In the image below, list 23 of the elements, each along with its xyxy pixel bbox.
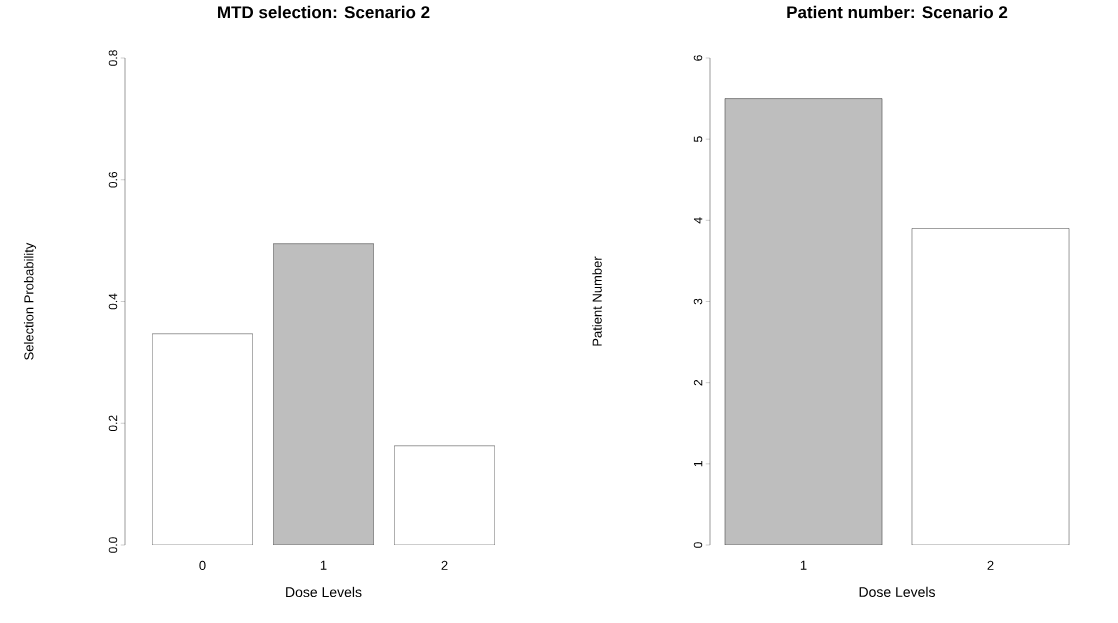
y-tick-label: 0.0 <box>108 537 118 553</box>
y-tick-label: 6 <box>693 55 703 61</box>
y-axis-title: Patient Number <box>592 256 602 346</box>
x-axis-title: Dose Levels <box>859 586 935 597</box>
y-tick-label: 0.4 <box>108 293 118 310</box>
x-tick-label: 1 <box>320 560 327 570</box>
y-tick-label: 0.6 <box>108 171 118 188</box>
x-axis-title: Dose Levels <box>286 586 362 598</box>
y-axis-title: Selection Probability <box>23 242 37 360</box>
y-tick-label: 1 <box>693 461 703 467</box>
y-tick-label: 4 <box>693 217 703 224</box>
x-tick-label: 0 <box>199 560 206 570</box>
chart-title: MTD selection: Scenario 2 <box>218 5 430 19</box>
chart-title: Patient number: Scenario 2 <box>787 5 1008 19</box>
x-tick-label: 1 <box>800 560 807 570</box>
y-tick-label: 0 <box>693 542 703 548</box>
x-tick-label: 2 <box>441 560 448 570</box>
y-tick-label: 2 <box>693 379 703 386</box>
x-tick-label: 2 <box>987 560 994 570</box>
y-tick-label: 5 <box>693 136 703 143</box>
y-tick-label: 0.2 <box>108 415 118 432</box>
y-tick-label: 0.8 <box>108 50 118 66</box>
y-tick-label: 3 <box>693 298 703 305</box>
